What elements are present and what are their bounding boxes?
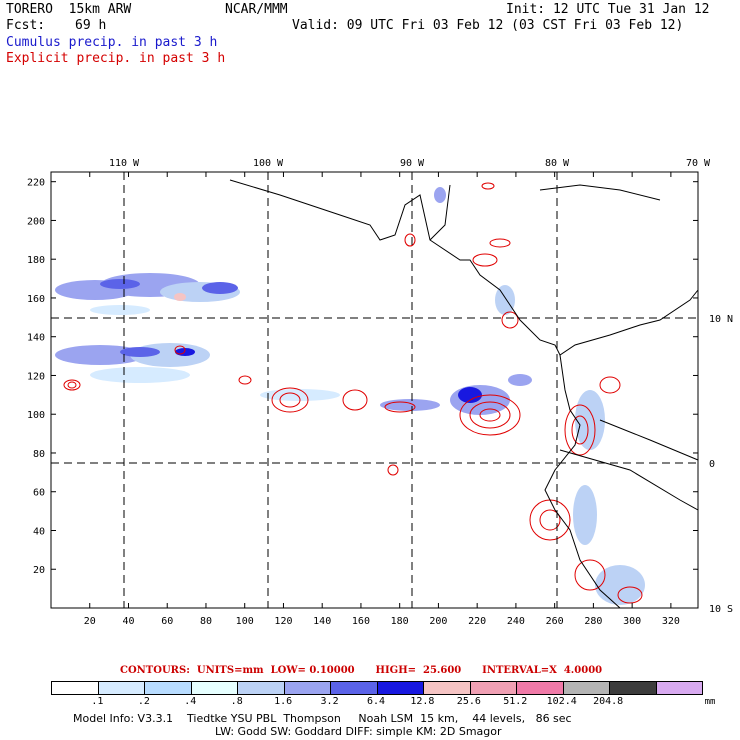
lat-lon-grid: [51, 172, 698, 608]
left-axis-label: 80: [33, 449, 45, 460]
physics-info: LW: Godd SW: Goddard DIFF: simple KM: 2D…: [215, 725, 502, 738]
legend-swatch: [656, 682, 702, 694]
left-axis-label: 160: [27, 294, 45, 305]
right-axis-label: 10 S: [709, 604, 733, 615]
model-title: TORERO 15km ARW: [6, 2, 132, 17]
axis-ticks: [51, 172, 698, 608]
bottom-axis-label: 240: [507, 616, 525, 627]
legend-label: 25.6: [456, 696, 481, 707]
left-axis-label: 40: [33, 526, 45, 537]
top-axis-label: 100 W: [253, 158, 284, 169]
left-axis-label: 200: [27, 216, 45, 227]
left-axis-label: 120: [27, 371, 45, 382]
left-axis-label: 180: [27, 255, 45, 266]
legend-label: 102.4: [546, 696, 577, 707]
left-axis-label: 20: [33, 565, 45, 576]
explicit-precip-contours: [63, 182, 643, 604]
legend-label: 3.2: [320, 696, 339, 707]
coastline: [229, 179, 699, 609]
legend-swatch: [563, 682, 610, 694]
bottom-axis-label: 100: [236, 616, 254, 627]
init-time: Init: 12 UTC Tue 31 Jan 12: [506, 2, 710, 17]
contour-info: CONTOURS: UNITS=mm LOW= 0.10000 HIGH= 25…: [120, 665, 603, 676]
left-axis-label: 220: [27, 178, 45, 189]
legend-swatch: [145, 682, 192, 694]
bottom-axis-label: 160: [352, 616, 370, 627]
legend-swatch: [517, 682, 564, 694]
bottom-axis-label: 80: [200, 616, 212, 627]
bottom-axis-label: 140: [313, 616, 331, 627]
legend-unit: mm: [704, 697, 716, 707]
top-axis-label: 70 W: [686, 158, 711, 169]
legend-swatch: [470, 682, 517, 694]
bottom-axis-label: 40: [122, 616, 134, 627]
valid-time: Valid: 09 UTC Fri 03 Feb 12 (03 CST Fri …: [292, 18, 684, 33]
left-axis-label: 100: [27, 410, 45, 421]
legend-swatch: [191, 682, 238, 694]
legend-swatch: [52, 682, 99, 694]
legend-swatch: [424, 682, 471, 694]
bottom-axis-label: 280: [584, 616, 602, 627]
legend-swatch: [377, 682, 424, 694]
model-info: Model Info: V3.3.1 Tiedtke YSU PBL Thomp…: [73, 712, 572, 725]
bottom-axis-label: 220: [468, 616, 486, 627]
legend-label: 12.8: [410, 696, 435, 707]
fcst-label: Fcst:: [6, 18, 46, 33]
legend-swatch: [98, 682, 145, 694]
legend-label: .8: [230, 696, 243, 707]
bottom-axis-label: 260: [546, 616, 564, 627]
fcst-value: 69 h: [75, 18, 107, 33]
plot-frame: [50, 171, 699, 609]
legend-swatch: [284, 682, 331, 694]
bottom-axis-label: 60: [161, 616, 173, 627]
bottom-axis-label: 180: [391, 616, 409, 627]
top-axis-label: 80 W: [545, 158, 570, 169]
legend-swatch: [610, 682, 657, 694]
bottom-axis-label: 320: [662, 616, 680, 627]
left-axis-label: 140: [27, 333, 45, 344]
bottom-axis-label: 120: [274, 616, 292, 627]
legend-label: 1.6: [274, 696, 293, 707]
explicit-label: Explicit precip. in past 3 h: [6, 51, 226, 66]
bottom-axis-label: 20: [84, 616, 96, 627]
bottom-axis-label: 200: [429, 616, 447, 627]
top-axis-label: 110 W: [109, 158, 140, 169]
right-axis-label: 0: [709, 459, 715, 470]
legend-label: .4: [184, 696, 197, 707]
legend-swatch: [331, 682, 378, 694]
left-axis-label: 60: [33, 488, 45, 499]
top-axis-label: 90 W: [400, 158, 425, 169]
legend-swatch: [238, 682, 285, 694]
legend-label: .2: [137, 696, 150, 707]
center-name: NCAR/MMM: [225, 2, 288, 17]
cumulus-label: Cumulus precip. in past 3 h: [6, 35, 218, 50]
legend-label: 6.4: [366, 696, 386, 707]
bottom-axis-label: 300: [623, 616, 641, 627]
legend-label: 204.8: [593, 696, 624, 707]
color-legend: [51, 681, 703, 695]
legend-label: .1: [91, 696, 104, 707]
legend-label: 51.2: [503, 696, 528, 707]
right-axis-label: 10 N: [709, 314, 733, 325]
